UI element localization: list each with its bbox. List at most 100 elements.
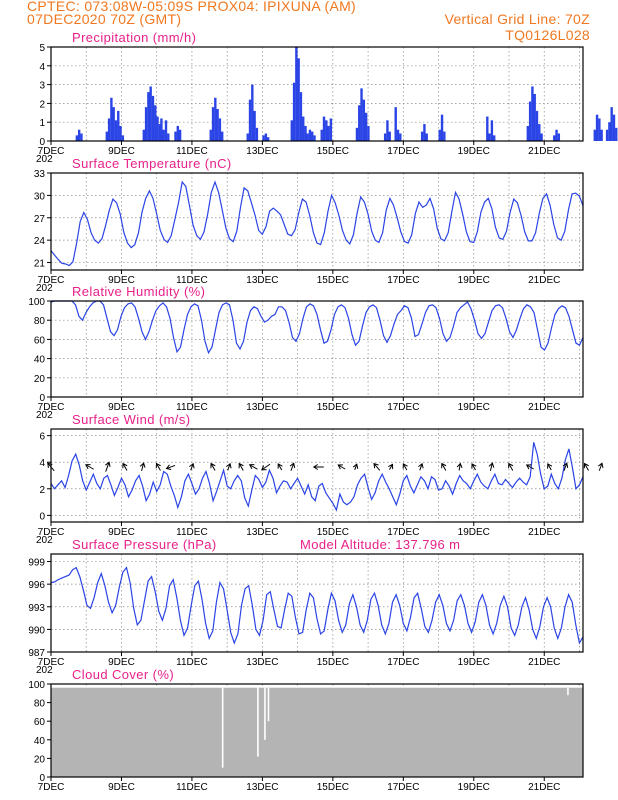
wind-arrow xyxy=(141,463,145,471)
x-tick-label: 11DEC xyxy=(176,657,208,668)
panel-frame xyxy=(50,553,584,653)
wind-arrow xyxy=(458,463,461,471)
x-tick-label: 19DEC xyxy=(458,527,490,538)
x-tick-label: 7DEC xyxy=(38,146,65,157)
x-tick-label: 19DEC xyxy=(458,657,490,668)
precipitation-bar xyxy=(423,124,426,141)
precipitation-bar xyxy=(490,120,494,141)
x-year-label: 202 xyxy=(36,154,53,165)
wind-arrow xyxy=(441,463,447,471)
y-tick-label: 4 xyxy=(39,62,45,73)
precipitation-bar xyxy=(156,116,159,141)
y-tick-label: 100 xyxy=(28,297,45,308)
precipitation-bar xyxy=(540,133,543,141)
wind-arrow-head xyxy=(226,462,232,469)
precipitation-bar xyxy=(178,129,182,141)
panel-3 xyxy=(47,300,584,401)
y-tick-label: 0 xyxy=(39,393,45,404)
wind-arrow-head xyxy=(139,462,146,468)
precipitation-bar xyxy=(364,112,368,141)
precipitation-bar xyxy=(264,133,268,141)
precipitation-bar xyxy=(121,135,125,141)
wind-arrow xyxy=(402,463,408,471)
precipitation-bar xyxy=(528,101,532,141)
x-year-label: 202 xyxy=(36,665,53,676)
wind-arrow xyxy=(489,463,493,471)
wind-arrow xyxy=(389,464,393,470)
x-tick-label: 9DEC xyxy=(108,527,135,538)
wind-arrow-head xyxy=(210,462,216,469)
panel-2 xyxy=(47,172,584,274)
precipitation-bar xyxy=(610,107,613,141)
precipitation-bar xyxy=(162,129,165,141)
y-tick-label: 5 xyxy=(39,43,45,54)
x-tick-label: 9DEC xyxy=(108,657,135,668)
wind-arrow-head xyxy=(388,463,394,470)
wind-arrow xyxy=(105,462,110,472)
panel-frame xyxy=(50,46,584,142)
y-tick-label: 20 xyxy=(34,754,46,765)
wind-arrow-head xyxy=(583,462,589,469)
wind-arrow-head xyxy=(441,462,447,469)
panel-4 xyxy=(47,428,604,526)
wind-arrow xyxy=(277,463,283,471)
panel-1 xyxy=(47,46,618,145)
y-tick-label: 20 xyxy=(34,374,46,385)
y-tick-label: 40 xyxy=(34,736,46,747)
x-tick-label: 13DEC xyxy=(246,527,278,538)
precipitation-bar xyxy=(174,131,177,141)
x-tick-label: 13DEC xyxy=(246,275,278,286)
precipitation-bar xyxy=(246,133,249,141)
panel-frame xyxy=(50,172,584,271)
precipitation-bar xyxy=(440,114,444,141)
precipitation-bar xyxy=(154,105,157,141)
y-tick-label: 3 xyxy=(39,81,45,92)
precipitation-bar xyxy=(420,131,424,141)
wind-arrow-head xyxy=(562,462,569,468)
precipitation-bar xyxy=(399,133,402,141)
precipitation-bar xyxy=(598,118,601,141)
precipitation-bar xyxy=(595,114,599,141)
y-tick-label: 1 xyxy=(39,118,45,129)
x-tick-label: 19DEC xyxy=(458,146,490,157)
x-tick-label: 15DEC xyxy=(317,275,349,286)
x-tick-label: 21DEC xyxy=(528,275,560,286)
x-tick-label: 7DEC xyxy=(38,275,65,286)
wind-arrow-head xyxy=(85,464,91,470)
precipitation-bar xyxy=(117,110,120,141)
x-tick-label: 11DEC xyxy=(176,402,208,413)
x-tick-label: 13DEC xyxy=(246,782,278,793)
precipitation-bar xyxy=(555,129,558,141)
y-tick-label: 2 xyxy=(39,99,45,110)
wind-arrow-head xyxy=(508,462,514,469)
wind-arrow xyxy=(238,463,244,471)
precipitation-bar xyxy=(147,92,150,141)
panel-6 xyxy=(47,683,584,781)
x-tick-label: 15DEC xyxy=(317,782,349,793)
model-altitude-label: Model Altitude: 137.796 m xyxy=(300,537,460,552)
precipitation-bar xyxy=(248,99,252,141)
precipitation-bar xyxy=(533,94,536,141)
precipitation-bar xyxy=(486,116,489,141)
x-tick-label: 9DEC xyxy=(108,782,135,793)
precipitation-bar xyxy=(105,131,109,141)
precipitation-bar xyxy=(488,133,491,141)
wind-arrow xyxy=(526,464,534,470)
precipitation-bar xyxy=(209,129,212,141)
wind-arrow xyxy=(156,463,161,471)
x-tick-label: 11DEC xyxy=(176,275,208,286)
precipitation-bar xyxy=(167,133,170,141)
precipitation-bar xyxy=(531,86,534,141)
panel-title: Relative Humidity (%) xyxy=(72,284,205,299)
panel-title: Cloud Cover (%) xyxy=(72,667,174,682)
precipitation-bar xyxy=(302,116,305,141)
x-tick-label: 7DEC xyxy=(38,657,65,668)
wind-arrow xyxy=(354,464,358,470)
y-tick-label: 33 xyxy=(34,169,46,180)
precipitation-bar xyxy=(144,107,148,141)
x-tick-label: 7DEC xyxy=(38,527,65,538)
y-tick-label: 996 xyxy=(28,580,45,591)
header-grid-line-note: Vertical Grid Line: 70Z xyxy=(444,11,590,27)
panel-frame xyxy=(50,300,584,398)
precipitation-bar xyxy=(438,129,441,141)
